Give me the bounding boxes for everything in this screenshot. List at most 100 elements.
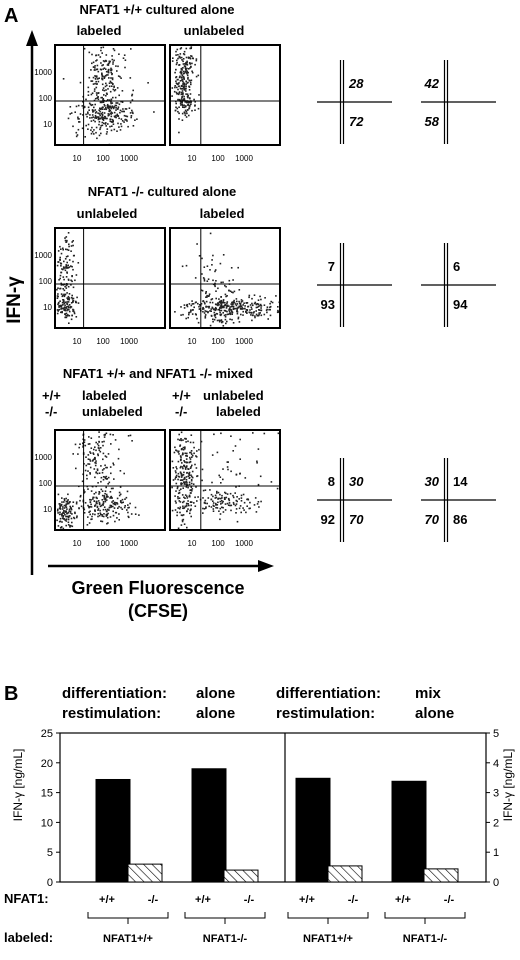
quadrant-value-top-right: 30 [349, 474, 364, 489]
dot-plot-event [181, 448, 183, 450]
dot-plot-event [87, 454, 90, 456]
dot-plot-event [183, 86, 185, 88]
dot-plot-event [178, 91, 181, 93]
dot-plot-event [226, 310, 228, 313]
dot-plot-event [175, 502, 177, 504]
dot-plot-event [147, 82, 149, 84]
dot-plot-event [186, 510, 188, 512]
dot-plot-event [214, 316, 217, 319]
dot-plot-event [217, 287, 219, 290]
dot-plot-event [181, 90, 184, 92]
labeled-group-label: NFAT1+/+ [303, 933, 353, 945]
dot-plot-event [62, 307, 64, 310]
dot-plot-event [62, 527, 65, 530]
y-tick-label-right: 0 [493, 877, 499, 889]
dot-plot-event [109, 60, 111, 63]
dot-plot-event [91, 131, 94, 133]
dot-plot-event [104, 105, 106, 107]
dot-plot-event [112, 123, 115, 125]
dot-plot-event [201, 289, 204, 292]
dot-plot-event [111, 78, 114, 81]
dot-plot-event [187, 78, 189, 80]
panel-a-x-axis-label-1: Green Fluorescence [71, 578, 244, 598]
dot-plot-event [93, 468, 96, 470]
dot-plot-event [122, 501, 124, 504]
dot-plot-event [106, 522, 108, 525]
dot-plot-event [70, 302, 73, 304]
dot-plot-event [216, 504, 219, 506]
dot-plot-event [186, 482, 188, 484]
dot-plot-event [121, 508, 124, 510]
dot-plot-event [196, 243, 198, 245]
dot-plot-event [62, 304, 64, 306]
dot-plot-event [89, 510, 91, 513]
genotype-tick-label: -/- [348, 894, 359, 906]
dot-plot-event [102, 478, 105, 481]
dot-plot-event [198, 448, 200, 451]
dot-plot-event [176, 59, 178, 62]
dot-plot-event [109, 120, 112, 122]
dot-plot-event [230, 509, 232, 512]
dot-plot-event [100, 96, 102, 99]
dot-plot-event [68, 259, 71, 261]
group-bracket [184, 912, 266, 919]
dot-plot-event [212, 510, 215, 512]
dot-plot-event [94, 114, 97, 117]
quadrant-value-top-left: 30 [425, 474, 440, 489]
dot-plot-event [95, 60, 97, 62]
dot-plot-event [104, 500, 107, 503]
dot-plot-event [112, 63, 114, 65]
dot-plot-event [94, 504, 97, 506]
dot-plot-event [185, 85, 187, 88]
dot-plot-event [118, 126, 120, 128]
left-y-axis-label: IFN-γ [ng/mL] [11, 749, 25, 822]
dot-plot-event [204, 315, 207, 318]
dot-plot-event [59, 508, 62, 510]
dot-plot-event [236, 307, 238, 310]
dot-plot-event [230, 310, 233, 312]
dot-plot-event [182, 514, 185, 516]
dot-plot-event [72, 125, 74, 128]
dot-plot-event [175, 54, 177, 56]
dot-plot-event [189, 81, 192, 84]
dot-plot-event [123, 506, 126, 509]
dot-plot-event [101, 124, 104, 127]
dot-plot-event [228, 502, 231, 504]
dot-plot-event [219, 300, 221, 303]
dot-plot-event [190, 489, 192, 491]
dot-plot-event [176, 514, 178, 517]
dot-plot-event [240, 299, 243, 301]
dot-plot-event [99, 126, 102, 129]
dot-plot-event [90, 129, 92, 131]
dot-plot-event [64, 301, 67, 304]
dot-plot-event [189, 441, 192, 444]
dot-plot-event [188, 477, 191, 479]
dot-plot-event [103, 108, 106, 110]
dot-plot-event [210, 506, 213, 508]
dot-plot-event [257, 305, 260, 308]
dot-plot-event [192, 303, 195, 305]
dot-plot-event [223, 305, 225, 307]
dot-plot-event [224, 503, 227, 505]
dot-plot-event [99, 107, 101, 110]
dot-plot-event [75, 131, 78, 134]
dot-plot-event [118, 117, 120, 120]
dot-plot-event [104, 455, 107, 457]
dot-plot-event [112, 107, 115, 110]
dot-plot-event [190, 79, 193, 82]
dot-plot-event [179, 80, 182, 82]
dot-plot-event [88, 109, 90, 111]
dot-plot-event [63, 504, 66, 507]
dot-plot-event [102, 64, 104, 66]
dot-plot-event [104, 68, 107, 70]
dot-plot-event [252, 432, 254, 434]
dot-plot-event [231, 301, 233, 304]
dot-plot-event [234, 504, 237, 507]
dot-plot-event [103, 495, 106, 497]
dot-plot-event [61, 501, 63, 503]
dot-plot-event [185, 80, 187, 83]
dot-plot-event [111, 497, 113, 499]
dot-plot-event [102, 502, 105, 505]
